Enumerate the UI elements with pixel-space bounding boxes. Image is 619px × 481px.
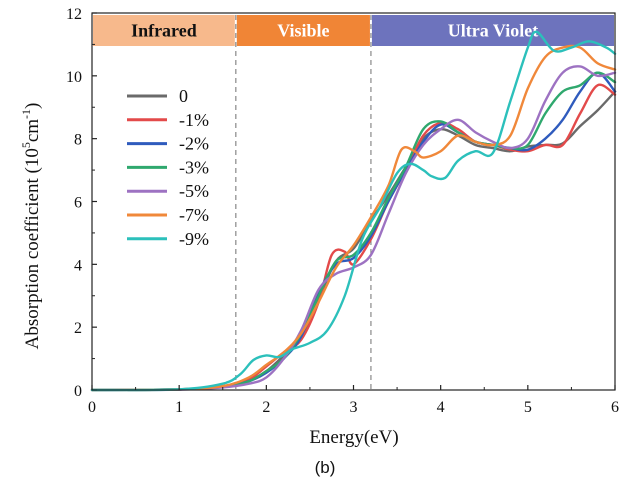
legend-label-1: -1% (179, 110, 209, 130)
series-line-5 (90, 44, 617, 392)
y-tick-label-1: 2 (74, 320, 82, 337)
y-tick-label-5: 10 (66, 69, 82, 86)
x-axis: 0 1 2 3 4 5 6 (88, 385, 619, 416)
y-axis-label: Absorption coefficient (105cm-1) (19, 103, 43, 350)
figure-caption: (b) (315, 458, 336, 477)
legend: 0 -1% -2% -3% -5% -7% -9% (127, 86, 209, 249)
y-tick-label-3: 6 (74, 195, 82, 212)
y-axis-label-suffix: ) (22, 103, 43, 109)
x-axis-label: Energy(eV) (309, 427, 398, 448)
x-tick-label-5: 5 (524, 399, 532, 416)
spectral-region-bands: Infrared Visible Ultra Violet (93, 15, 614, 46)
region-band-1 (236, 15, 370, 46)
x-tick-label-3: 3 (350, 399, 358, 416)
legend-label-2: -2% (179, 134, 209, 154)
x-tick-label-1: 1 (175, 399, 183, 416)
x-tick-label-0: 0 (88, 399, 96, 416)
x-tick-label-6: 6 (611, 399, 619, 416)
y-axis-label-mid: cm (22, 119, 43, 142)
legend-label-4: -5% (179, 181, 209, 201)
y-axis-label-prefix: Absorption coefficient (10 (22, 148, 43, 349)
y-tick-label-6: 12 (66, 6, 82, 23)
region-band-0 (93, 15, 235, 46)
legend-label-6: -9% (179, 229, 209, 249)
x-tick-label-2: 2 (262, 399, 270, 416)
y-tick-label-0: 0 (74, 383, 82, 400)
legend-label-5: -7% (179, 205, 209, 225)
series-line-6 (90, 30, 617, 392)
legend-label-3: -3% (179, 157, 209, 177)
region-band-2 (371, 15, 614, 46)
series-line-2 (90, 71, 617, 392)
series-lines (90, 30, 617, 392)
series-line-4 (90, 65, 617, 392)
legend-label-0: 0 (179, 86, 188, 106)
region-label-0: Infrared (131, 21, 197, 41)
y-axis-label-sup2: -1 (19, 109, 33, 119)
y-axis-label-sup1: 5 (19, 142, 33, 148)
y-axis: 0 2 4 6 8 10 12 (66, 6, 97, 400)
series-line-3 (90, 71, 617, 392)
y-tick-label-2: 4 (74, 257, 82, 274)
y-tick-label-4: 8 (74, 132, 82, 149)
region-label-2: Ultra Violet (448, 21, 538, 41)
region-label-1: Visible (277, 21, 329, 41)
x-tick-label-4: 4 (437, 399, 445, 416)
series-line-0 (90, 90, 617, 392)
